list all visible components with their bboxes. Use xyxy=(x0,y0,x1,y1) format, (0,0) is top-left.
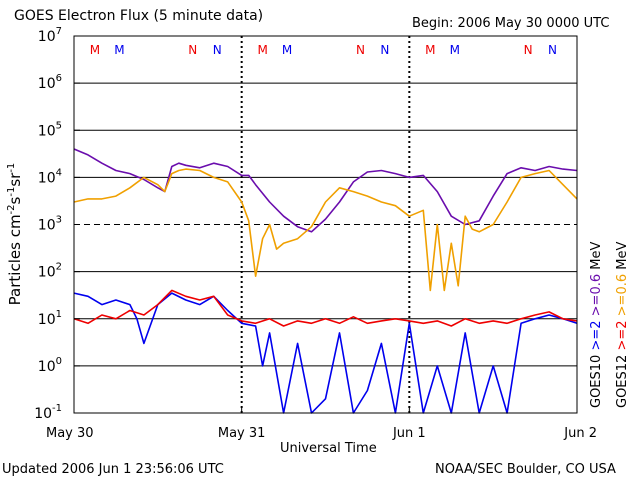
begin-time-label: Begin: 2006 May 30 0000 UTC xyxy=(412,16,610,31)
legend-entry: >=0.6 xyxy=(615,274,630,321)
marker-label: M xyxy=(450,43,460,57)
legend-entry: GOES10 xyxy=(589,355,604,408)
series-line xyxy=(73,289,578,327)
series-line xyxy=(73,168,578,292)
x-tick-label: May 30 xyxy=(46,426,94,441)
legend-entry: >=2 xyxy=(589,320,604,354)
legend-entry: GOES12 xyxy=(615,355,630,408)
marker-label: N xyxy=(188,43,197,57)
legend-text: GOES12 >=2 >=0.6 MeV xyxy=(615,242,630,408)
x-tick-label: May 31 xyxy=(218,426,266,441)
marker-label: M xyxy=(90,43,100,57)
updated-timestamp: Updated 2006 Jun 1 23:56:06 UTC xyxy=(2,462,224,477)
legend-text: GOES10 >=2 >=0.6 MeV xyxy=(589,242,604,408)
y-tick-label: 104 xyxy=(38,167,62,186)
marker-label: M xyxy=(425,43,435,57)
x-tick-label: Jun 1 xyxy=(392,426,426,441)
series-line xyxy=(73,148,578,233)
x-tick-label: Jun 2 xyxy=(563,426,597,441)
legend-entry: MeV xyxy=(589,242,604,274)
legend-column: GOES10 >=2 >=0.6 MeV xyxy=(589,242,604,408)
svg-text:Particles cm-2s-1sr-1: Particles cm-2s-1sr-1 xyxy=(6,163,24,306)
marker-label: N xyxy=(213,43,222,57)
marker-label: M xyxy=(257,43,267,57)
legend-column: GOES12 >=2 >=0.6 MeV xyxy=(615,242,630,408)
y-axis-label: Particles cm-2s-1sr-1 xyxy=(6,163,24,306)
x-axis-label: Universal Time xyxy=(280,441,377,456)
marker-label: M xyxy=(114,43,124,57)
marker-label: M xyxy=(282,43,292,57)
y-tick-labels: 10-1 100 101 102 103 104 105 106 107 xyxy=(34,26,80,422)
marker-label: N xyxy=(524,43,533,57)
marker-label: N xyxy=(380,43,389,57)
legend-entry: MeV xyxy=(615,242,630,274)
y-tick-label: 102 xyxy=(38,262,62,281)
y-tick-label: 103 xyxy=(38,215,62,234)
y-tick-label: 101 xyxy=(38,309,62,328)
y-tick-label: 106 xyxy=(38,73,62,92)
chart-title: GOES Electron Flux (5 minute data) xyxy=(14,8,264,24)
y-tick-label: 10-1 xyxy=(34,403,62,422)
credit-text: NOAA/SEC Boulder, CO USA xyxy=(435,462,616,477)
y-tick-label: 105 xyxy=(38,120,62,139)
legend-entry: >=0.6 xyxy=(589,274,604,321)
marker-label: N xyxy=(548,43,557,57)
y-tick-label: 100 xyxy=(38,356,62,375)
marker-label: N xyxy=(356,43,365,57)
y-tick-label: 107 xyxy=(38,26,62,45)
grid-lines xyxy=(74,82,577,367)
legend-entry: >=2 xyxy=(615,320,630,354)
x-tick-labels: May 30 May 31 Jun 1 Jun 2 xyxy=(46,407,597,441)
series-lines xyxy=(73,148,578,414)
